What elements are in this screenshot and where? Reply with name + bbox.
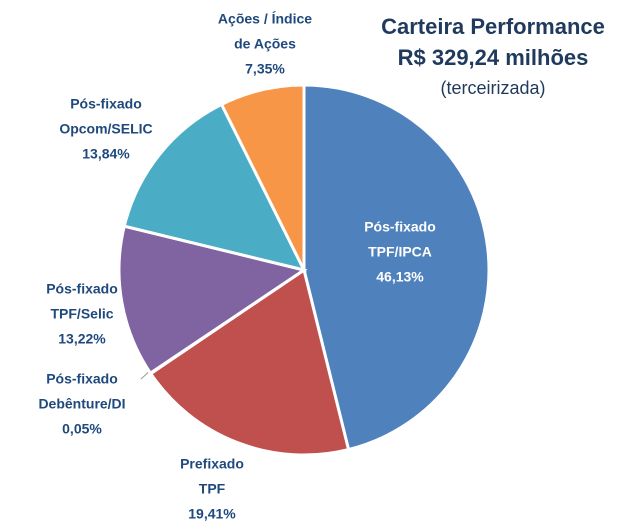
value-label: 0,05%	[62, 421, 102, 437]
chart-title: Carteira Performance	[381, 14, 605, 39]
slice-label: Pós-fixado	[70, 96, 142, 112]
slice-label: Ações / Índice	[218, 11, 312, 27]
slice-label: TPF/IPCA	[368, 244, 432, 260]
value-label: 46,13%	[376, 269, 424, 285]
slice-label: Pós-fixado	[46, 281, 118, 297]
value-label: 13,84%	[82, 146, 130, 162]
pie-slice	[219, 83, 306, 271]
value-label: 13,22%	[58, 331, 106, 347]
slice-label: de Ações	[234, 36, 296, 52]
value-label: 19,41%	[188, 506, 236, 522]
slice-label: Opcom/SELIC	[59, 121, 152, 137]
slice-label: TPF	[199, 481, 226, 497]
slice-label: Pós-fixado	[46, 371, 118, 387]
annotation: (terceirizada)	[440, 78, 545, 98]
pie-slice	[302, 83, 491, 452]
chart-subtitle: R$ 329,24 milhões	[398, 45, 589, 70]
slice-label: TPF/Selic	[50, 306, 113, 322]
slice-label: Prefixado	[180, 456, 244, 472]
pie-slice	[122, 102, 307, 273]
pie-slice	[148, 267, 351, 457]
slice-label: Pós-fixado	[364, 219, 436, 235]
pie-slice	[117, 224, 308, 376]
value-label: 7,35%	[245, 61, 285, 77]
slice-label: Debênture/DI	[38, 396, 125, 412]
